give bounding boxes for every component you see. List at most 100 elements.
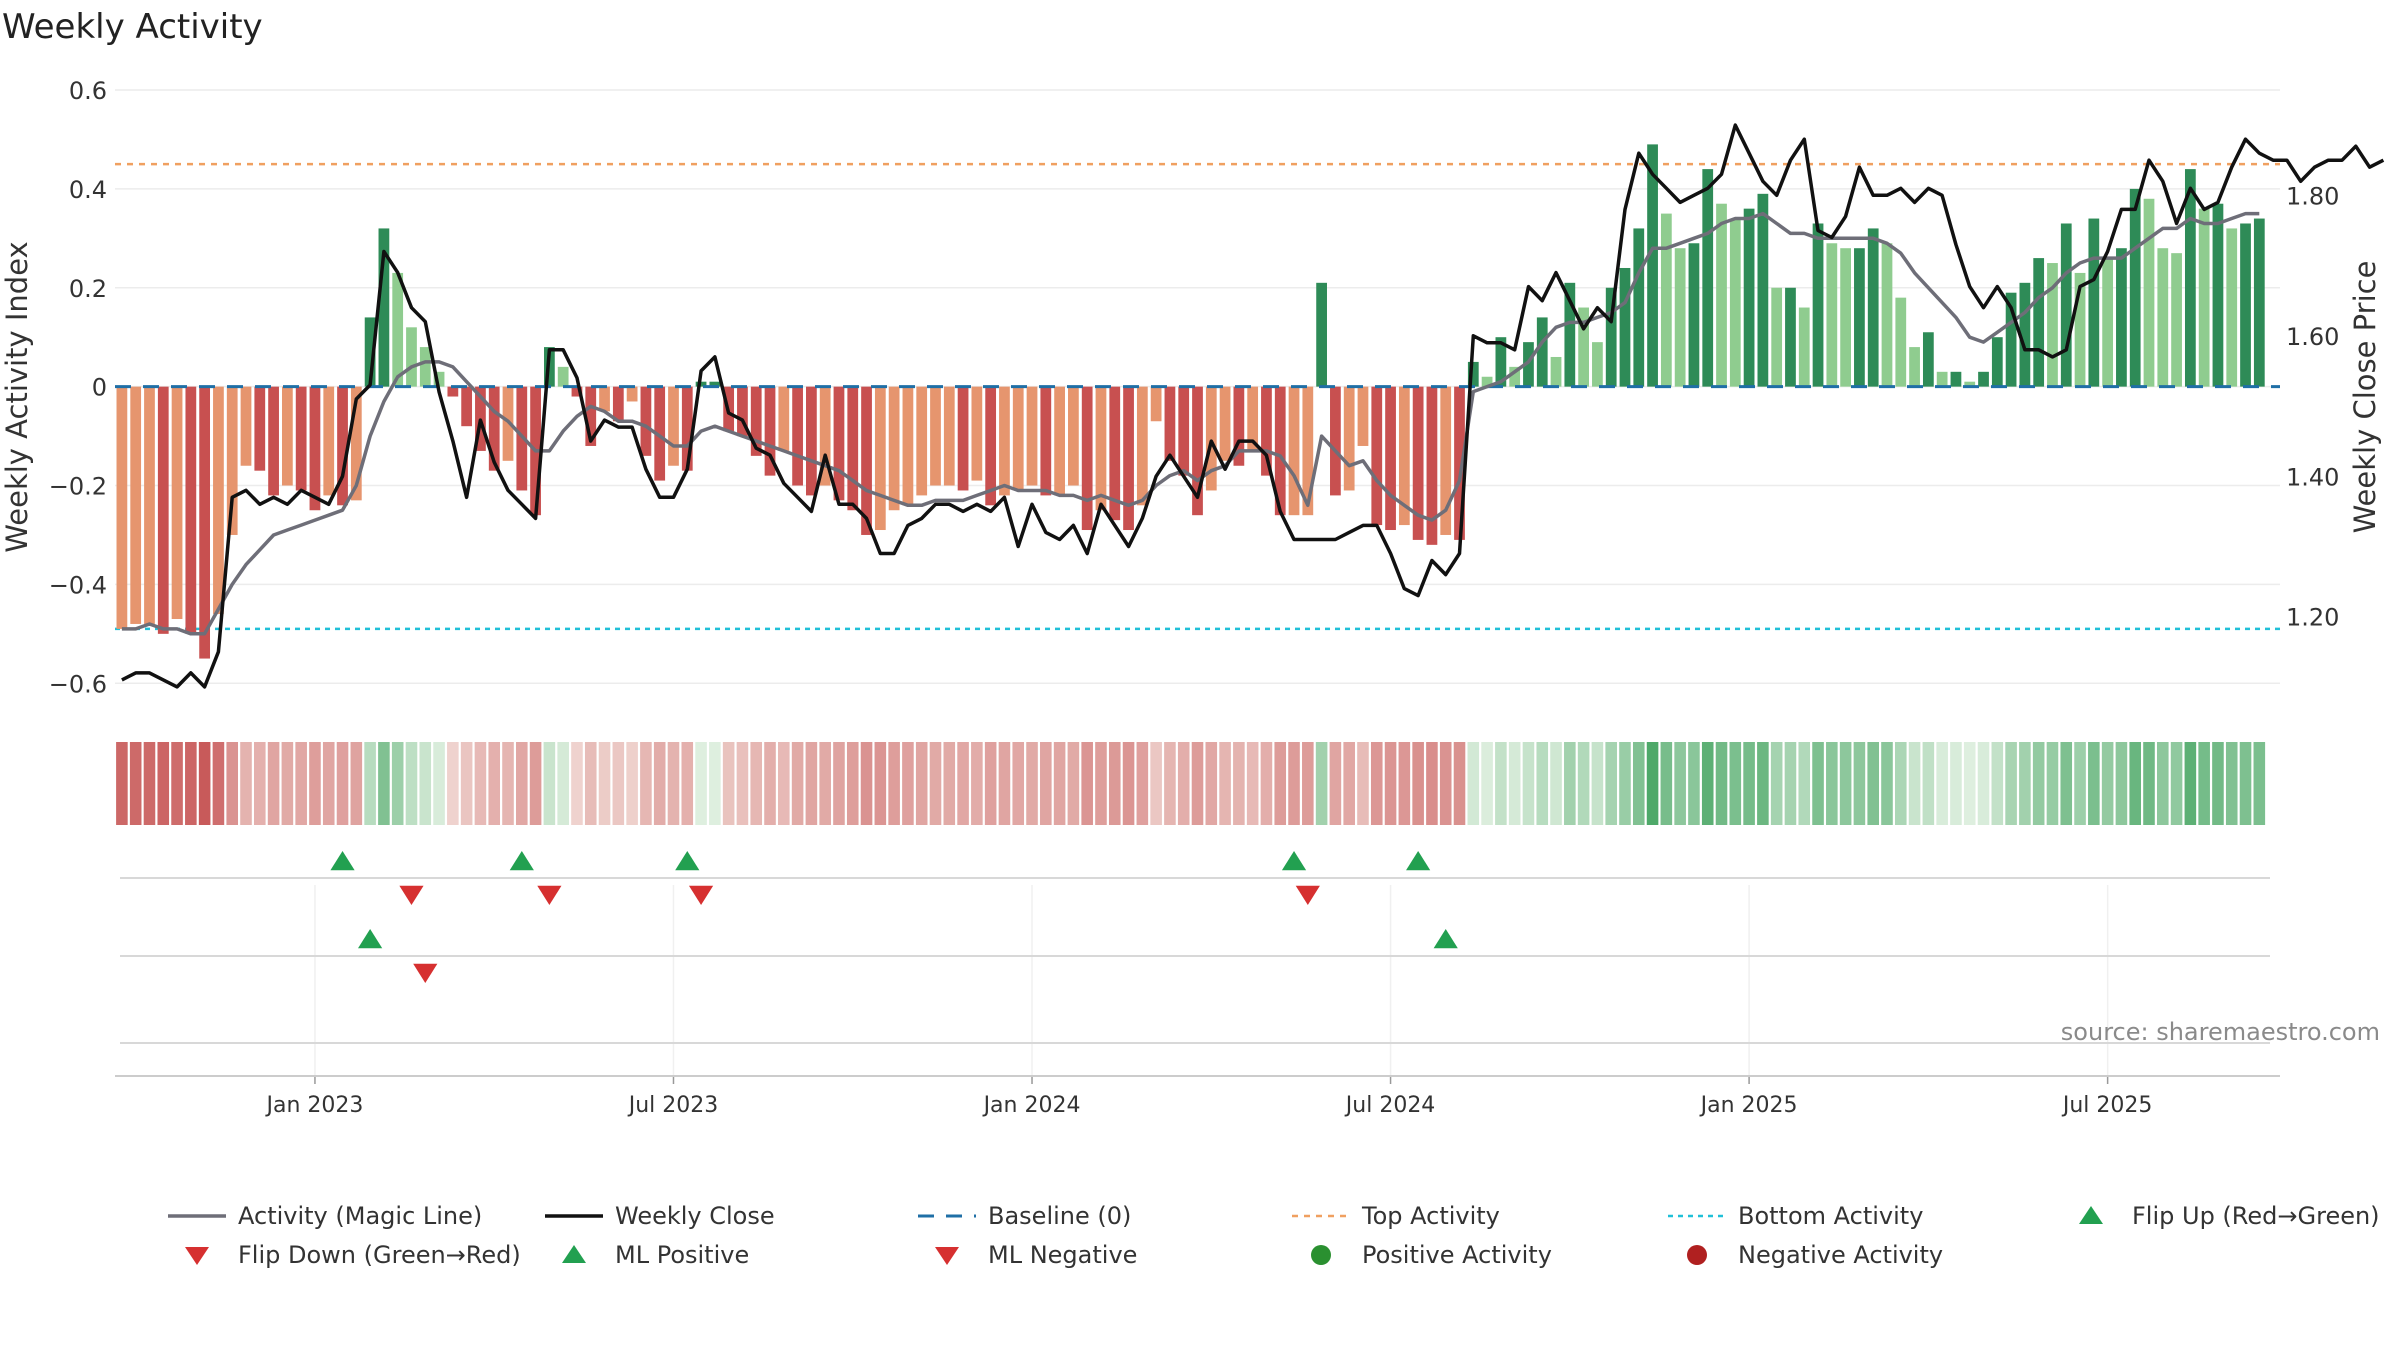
activity-bar	[1371, 386, 1383, 526]
activity-bar	[337, 386, 348, 506]
activity-bar	[488, 386, 500, 471]
heat-strip-cell	[1191, 742, 1204, 825]
flip-up-marker	[330, 851, 355, 871]
activity-bar	[378, 228, 390, 387]
heat-strip-cell	[1784, 742, 1797, 825]
activity-bar	[1412, 386, 1424, 540]
activity-bar	[185, 386, 197, 634]
activity-bar	[1178, 386, 1190, 476]
activity-bar	[350, 386, 362, 501]
activity-bar	[364, 317, 376, 387]
activity-bar	[1812, 223, 1824, 387]
heat-strip-cell	[488, 742, 501, 825]
heat-strip-cell	[433, 742, 445, 825]
series-lines	[115, 123, 2385, 689]
heat-strip-cell	[1398, 742, 1411, 825]
activity-bar	[1054, 386, 1065, 496]
activity-bar	[2143, 198, 2155, 387]
heat-strip-cell	[281, 742, 294, 825]
activity-bar	[1619, 267, 1631, 387]
activity-bar	[1316, 282, 1327, 387]
activity-bar	[1205, 386, 1217, 491]
heat-strip-cell	[612, 742, 625, 825]
activity-bar	[1633, 228, 1645, 387]
activity-bar	[2129, 188, 2141, 387]
heat-strip-cell	[1467, 742, 1480, 825]
activity-bar	[2060, 223, 2072, 387]
heat-strip-cell	[571, 742, 583, 825]
heat-strip-cell	[516, 742, 528, 825]
activity-bar	[1605, 287, 1617, 387]
activity-bar	[406, 327, 417, 387]
heat-strip-cell	[888, 742, 900, 825]
legend-swatch-flipup	[2079, 1206, 2103, 1224]
heat-strip-cell	[722, 742, 735, 825]
heat-strip-cell	[212, 742, 225, 825]
activity-bar	[2102, 258, 2114, 387]
flip-down-marker	[688, 885, 714, 905]
x-tick-label: Jul 2024	[1344, 1093, 1436, 1118]
heat-strip-cell	[1922, 742, 1935, 825]
activity-bar	[254, 386, 266, 471]
x-axis: Jan 2023 Jul 2023 Jan 2024 Jul 2024 Jan 2025…	[115, 1075, 2280, 1118]
activity-bar	[1991, 337, 2003, 387]
heat-strip-cell	[1453, 742, 1466, 825]
heat-strip-cell	[2074, 742, 2086, 825]
activity-bar	[1136, 386, 1148, 506]
ml-positive-marker	[1433, 929, 1458, 949]
heat-strip-cell	[2143, 742, 2155, 825]
activity-bar	[1495, 337, 1507, 387]
heat-strip-cell	[709, 742, 721, 825]
heat-strip-cell	[2032, 742, 2045, 825]
heat-strip-cell	[957, 742, 969, 825]
legend-item-bottom: Bottom Activity	[1668, 1202, 1923, 1230]
heat-strip-cell	[1384, 742, 1397, 825]
heat-strip-cell	[1688, 742, 1700, 825]
heat-strip-cell	[1040, 742, 1052, 825]
legend-swatch-mlneg	[935, 1247, 959, 1265]
activity-bar	[999, 386, 1010, 496]
heat-strip-cell	[1894, 742, 1907, 825]
activity-bar	[1012, 386, 1024, 491]
heat-strip-cell	[653, 742, 666, 825]
heat-strip-cell	[1439, 742, 1452, 825]
activity-bar	[2019, 282, 2031, 387]
heat-strip-cell	[584, 742, 597, 825]
activity-bar	[1081, 386, 1093, 531]
activity-bar	[571, 386, 583, 397]
y-axis-right-label: Weekly Close Price	[2348, 261, 2382, 534]
heat-strip-cell	[2253, 742, 2266, 825]
activity-bar	[309, 386, 321, 511]
activity-bar	[2088, 218, 2100, 387]
legend-item-baseline: Baseline (0)	[918, 1202, 1131, 1230]
activity-bar	[764, 386, 776, 476]
activity-bar	[695, 381, 707, 387]
activity-bar	[1509, 366, 1521, 387]
magic-line	[121, 211, 2260, 636]
heat-strip-cell	[1632, 742, 1645, 825]
flip-up-marker	[675, 851, 700, 871]
heat-strip-cell	[309, 742, 321, 825]
activity-bar	[1922, 332, 1934, 387]
heat-strip-cell	[2212, 742, 2224, 825]
activity-bar	[2005, 292, 2017, 387]
y-left-tick-label: 0.2	[69, 275, 107, 303]
activity-bar	[1743, 208, 1755, 387]
activity-bar	[1426, 386, 1438, 545]
activity-bar	[1192, 386, 1203, 516]
heat-strip-cell	[736, 742, 749, 825]
heat-strip-cell	[2115, 742, 2128, 825]
activity-bar	[1109, 386, 1121, 521]
heat-strip-cell	[1867, 742, 1879, 825]
activity-bar	[833, 386, 845, 501]
heat-strip-cell	[2129, 742, 2141, 825]
activity-bar	[806, 386, 817, 496]
heat-strip-cell	[1315, 742, 1328, 825]
activity-bar	[1302, 386, 1314, 516]
heat-strip-cell	[1260, 742, 1273, 825]
heat-strip-cell	[998, 742, 1011, 825]
legend-swatch-posact	[1311, 1245, 1331, 1265]
heat-strip-cell	[1908, 742, 1921, 825]
heat-strip-cell	[1108, 742, 1121, 825]
heat-strip-cell	[1067, 742, 1080, 825]
